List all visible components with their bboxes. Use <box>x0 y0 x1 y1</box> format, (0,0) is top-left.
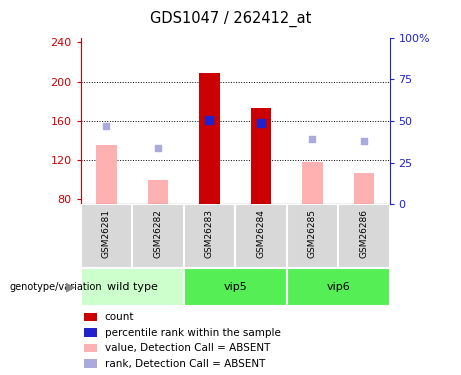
Text: GSM26281: GSM26281 <box>102 209 111 258</box>
Point <box>308 136 316 142</box>
Bar <box>235 204 287 268</box>
Bar <box>84 344 97 352</box>
Bar <box>81 268 183 306</box>
Point <box>257 120 265 126</box>
Bar <box>183 204 235 268</box>
Text: GDS1047 / 262412_at: GDS1047 / 262412_at <box>150 11 311 27</box>
Bar <box>199 73 220 204</box>
Text: GSM26282: GSM26282 <box>154 209 162 258</box>
Bar <box>81 204 132 268</box>
Text: GSM26284: GSM26284 <box>256 209 266 258</box>
Bar <box>338 204 390 268</box>
Point <box>154 146 161 152</box>
Text: wild type: wild type <box>106 282 158 292</box>
Bar <box>84 359 97 368</box>
Bar <box>183 268 287 306</box>
Text: genotype/variation: genotype/variation <box>9 282 102 292</box>
Point <box>360 138 367 144</box>
Text: GSM26285: GSM26285 <box>308 209 317 258</box>
Point <box>103 123 110 129</box>
Text: GSM26286: GSM26286 <box>359 209 368 258</box>
Text: percentile rank within the sample: percentile rank within the sample <box>105 328 281 338</box>
Bar <box>250 108 271 204</box>
Text: value, Detection Call = ABSENT: value, Detection Call = ABSENT <box>105 343 270 353</box>
Bar <box>302 162 323 204</box>
Text: vip5: vip5 <box>223 282 247 292</box>
Point <box>206 117 213 123</box>
Text: count: count <box>105 312 134 322</box>
Text: rank, Detection Call = ABSENT: rank, Detection Call = ABSENT <box>105 358 265 369</box>
Bar <box>354 173 374 204</box>
Text: vip6: vip6 <box>326 282 350 292</box>
Bar <box>287 268 390 306</box>
Bar <box>148 180 168 204</box>
Bar <box>132 204 183 268</box>
Bar <box>287 204 338 268</box>
Bar <box>96 146 117 204</box>
Text: GSM26283: GSM26283 <box>205 209 214 258</box>
Text: ▶: ▶ <box>66 280 76 293</box>
Bar <box>84 313 97 321</box>
Bar <box>84 328 97 337</box>
